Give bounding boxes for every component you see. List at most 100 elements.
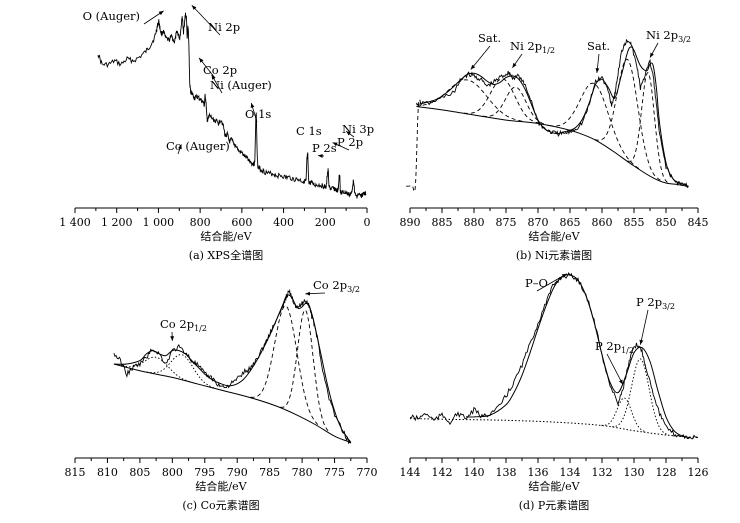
subscript: 3/2: [662, 302, 675, 311]
peak-annotation: P 2p3/2: [636, 295, 675, 311]
annotation-arrowhead: [561, 273, 567, 278]
x-tick-label: 200: [315, 216, 336, 229]
annotation-arrow: [536, 273, 568, 292]
peak-annotation: P 2s: [312, 141, 337, 155]
peak-annotation: Co 2p3/2: [313, 278, 360, 294]
annotation-arrowhead: [199, 57, 204, 63]
peak-annotation: O 1s: [245, 107, 271, 121]
x-tick-label: 0: [364, 216, 371, 229]
x-tick-label: 880: [464, 216, 485, 229]
fit-envelope-line: [416, 46, 689, 187]
x-tick-label: 855: [624, 216, 645, 229]
peak-annotation: O (Auger): [83, 9, 140, 23]
x-tick-label: 132: [592, 466, 613, 479]
panel-b-caption: (b) Ni元素谱图: [516, 248, 592, 262]
panel-a-series: [97, 12, 367, 199]
panel-b-ticks: 890 885 880 875 870 865 860 855 850 845: [400, 208, 709, 229]
x-tick-label: 128: [656, 466, 677, 479]
peak-annotation: P 2p: [337, 135, 363, 149]
panel-b-series: [406, 39, 689, 193]
x-tick-label: 770: [357, 466, 378, 479]
panel-a-ticks: 1 400 1 200 1 000 800 600 400 200 0: [59, 208, 371, 229]
annotation-arrowhead: [305, 291, 310, 296]
raw-spectrum-line: [113, 288, 352, 445]
x-tick-label: 865: [560, 216, 581, 229]
x-tick-label: 144: [400, 466, 421, 479]
fit-component-line: [549, 82, 640, 170]
x-tick-label: 800: [190, 216, 211, 229]
panel-b: 890 885 880 875 870 865 860 855 850 845 Sat. Ni 2p…: [400, 28, 709, 262]
peak-annotation: P 2p1/2: [595, 339, 634, 355]
fit-component-line: [627, 72, 669, 184]
panel-d-ticks: 144 142 140 138 136 134 132 130 128 126: [400, 458, 709, 479]
peak-annotation: Ni 2p1/2: [510, 39, 555, 55]
annotation-arrowhead: [595, 68, 600, 73]
x-tick-label: 870: [528, 216, 549, 229]
subscript: 1/2: [621, 346, 634, 355]
x-tick-label: 126: [688, 466, 709, 479]
fit-envelope-line: [465, 274, 691, 439]
annotation-arrowhead: [250, 103, 255, 108]
baseline-line: [113, 363, 352, 444]
annotation-arrowhead: [178, 144, 182, 150]
panel-a-caption: (a) XPS全谱图: [189, 248, 263, 262]
x-tick-label: 785: [259, 466, 280, 479]
panel-a-xlabel: 结合能/eV: [200, 229, 252, 243]
x-tick-label: 134: [560, 466, 581, 479]
annotation-arrowhead: [650, 52, 654, 58]
panel-c-ticks: 815 810 805 800 795 790 785 780 775 770: [65, 458, 378, 479]
panel-c-series: [113, 288, 352, 445]
annotation-arrowhead: [170, 336, 175, 341]
panel-c-annotations: Co 2p1/2 Co 2p3/2: [160, 278, 360, 341]
annotation-arrowhead: [346, 131, 351, 136]
panel-b-xlabel: 结合能/eV: [528, 229, 580, 243]
x-tick-label: 860: [592, 216, 613, 229]
peak-annotation: P–O: [525, 276, 548, 290]
fit-component-line: [280, 309, 330, 433]
fit-component-line: [250, 305, 320, 427]
fit-component-line: [594, 58, 661, 181]
panel-d-xlabel: 结合能/eV: [528, 479, 580, 493]
baseline-line: [409, 418, 699, 439]
subscript: 1/2: [542, 46, 555, 55]
x-tick-label: 600: [231, 216, 252, 229]
x-tick-label: 130: [624, 466, 645, 479]
panel-c: 815 810 805 800 795 790 785 780 775 770 Co 2p1/2C…: [65, 278, 378, 512]
peak-annotation: Sat.: [587, 39, 610, 53]
annotation-arrowhead: [619, 379, 623, 385]
peak-annotation: C 1s: [296, 124, 322, 138]
fit-component-line: [118, 356, 192, 383]
annotation-arrowhead: [512, 62, 517, 68]
raw-spectrum-line: [409, 272, 699, 440]
x-tick-label: 805: [129, 466, 150, 479]
x-tick-label: 810: [97, 466, 118, 479]
annotation-arrowhead: [317, 154, 323, 158]
fit-envelope-line: [113, 294, 352, 444]
annotation-arrowhead: [332, 142, 338, 147]
x-tick-label: 815: [65, 466, 86, 479]
panel-d: 144 142 140 138 136 134 132 130 128 126 P–O P 2p1/…: [400, 272, 709, 512]
annotation-arrowhead: [158, 10, 164, 16]
x-tick-label: 890: [400, 216, 421, 229]
annotation-arrowhead: [470, 64, 476, 70]
annotation-arrowhead: [191, 5, 197, 10]
panel-c-xlabel: 结合能/eV: [195, 479, 247, 493]
x-tick-label: 875: [496, 216, 517, 229]
fit-component-line: [612, 358, 669, 436]
x-tick-label: 885: [432, 216, 453, 229]
panel-c-caption: (c) Co元素谱图: [182, 498, 259, 512]
annotation-arrow: [191, 4, 221, 36]
raw-spectrum-line: [416, 39, 689, 188]
panel-b-annotations: Sat. Ni 2p1/2 Sat. Ni 2p3/2: [470, 28, 691, 73]
annotation-arrow: [606, 353, 624, 385]
peak-annotation: Sat.: [478, 31, 501, 45]
baseline-line: [416, 106, 689, 187]
x-tick-label: 136: [528, 466, 549, 479]
x-tick-label: 845: [688, 216, 709, 229]
x-tick-label: 1 200: [101, 216, 133, 229]
raw-spectrum-line: [97, 12, 367, 199]
peak-annotation: Co (Auger): [166, 139, 230, 153]
x-tick-label: 142: [432, 466, 453, 479]
